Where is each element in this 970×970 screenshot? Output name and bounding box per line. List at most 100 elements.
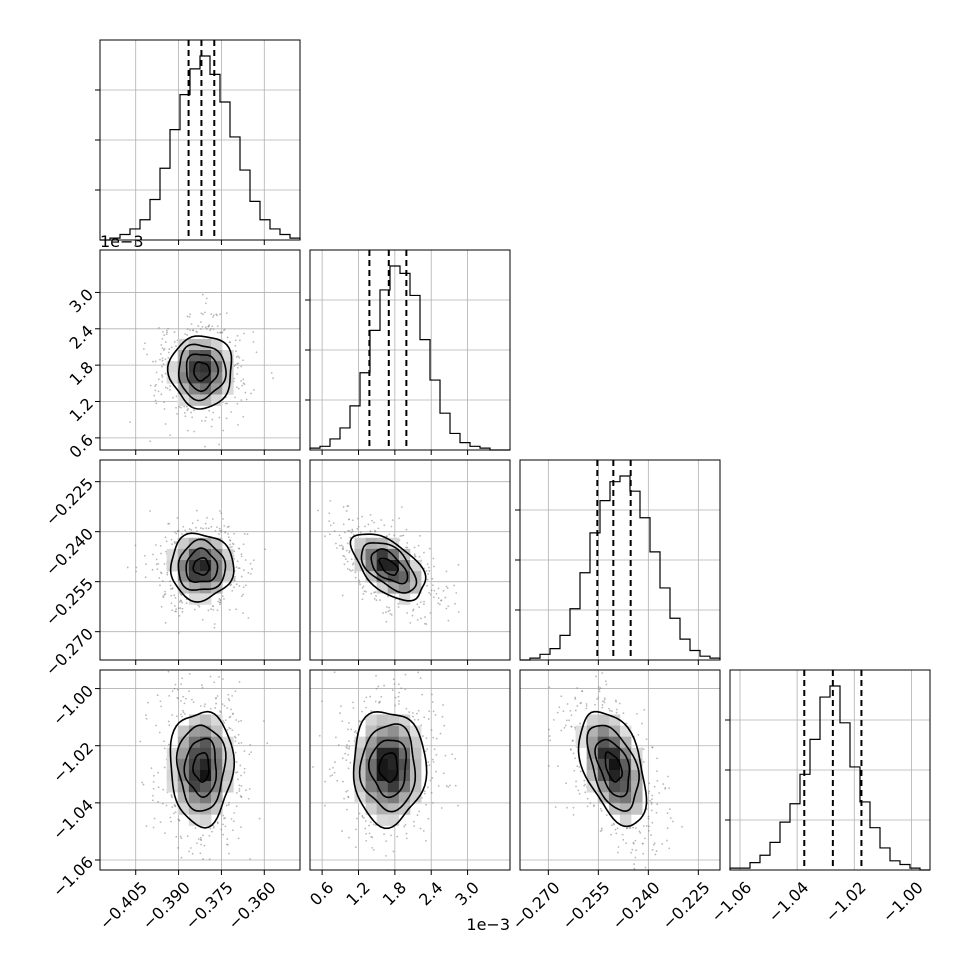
scatter-point (598, 690, 601, 693)
density-cell (620, 803, 632, 815)
scatter-point (159, 358, 161, 361)
scatter-point (227, 645, 229, 647)
scatter-point (413, 546, 416, 549)
scatter-point (240, 595, 243, 597)
contour-level-3 (349, 533, 427, 602)
scatter-point (171, 806, 174, 808)
scatter-point (347, 529, 350, 532)
scatter-point (384, 611, 387, 614)
scatter-point (212, 316, 214, 318)
scatter-point (185, 405, 188, 408)
y-tick-label-p4: −1.04 (49, 795, 97, 843)
density-cell (387, 714, 400, 726)
scatter-point (236, 402, 239, 405)
scatter-point (420, 617, 422, 620)
scatter-point (173, 594, 176, 597)
scatter-point (223, 524, 226, 527)
scatter-point (170, 820, 172, 823)
scatter-point (161, 337, 164, 340)
density-frame (99, 249, 301, 451)
density-cell (166, 548, 179, 561)
scatter-point (240, 555, 243, 558)
scatter-point (440, 807, 443, 809)
scatter-point (164, 372, 167, 375)
density-cell (211, 571, 223, 583)
scatter-point (242, 378, 245, 381)
scatter-point (432, 801, 434, 804)
scatter-point (365, 590, 367, 593)
scatter-point (181, 601, 184, 604)
density-cell (211, 747, 223, 760)
scatter-point (608, 707, 610, 710)
scatter-point (168, 348, 171, 351)
scatter-point (333, 530, 336, 533)
scatter-point (177, 530, 180, 532)
contour-level-1 (370, 548, 409, 585)
scatter-point (346, 747, 349, 750)
density-cell (200, 792, 212, 804)
scatter-point (374, 530, 377, 533)
density-cell (575, 736, 587, 749)
scatter-point (329, 499, 332, 502)
scatter-point (235, 771, 237, 774)
density-cell (387, 814, 400, 826)
scatter-point (432, 761, 435, 763)
scatter-point (160, 552, 162, 555)
scatter-point (213, 876, 215, 878)
scatter-point (219, 529, 221, 532)
scatter-point (380, 695, 383, 698)
scatter-point (186, 328, 189, 331)
scatter-point (201, 325, 204, 328)
density-cell (365, 560, 377, 572)
scatter-point (212, 608, 215, 611)
scatter-point (429, 612, 432, 614)
scatter-point (170, 346, 173, 349)
scatter-point (580, 701, 583, 704)
scatter-point (183, 405, 186, 408)
contour-level-2 (358, 723, 417, 813)
scatter-point (236, 560, 239, 563)
scatter-point (351, 528, 354, 531)
scatter-point (184, 415, 187, 418)
scatter-point (207, 609, 210, 612)
scatter-point (639, 831, 642, 834)
scatter-point (373, 597, 376, 600)
scatter-point (200, 321, 202, 324)
scatter-point (238, 787, 241, 790)
scatter-point (216, 325, 219, 328)
density-cell (200, 758, 212, 771)
scatter-point (191, 852, 194, 855)
scatter-point (428, 566, 430, 569)
scatter-point (598, 688, 601, 691)
density-cell (211, 714, 223, 726)
density-cell (398, 725, 411, 737)
scatter-point (615, 708, 618, 711)
density-cell (188, 725, 201, 737)
scatter-point (219, 313, 222, 316)
scatter-point (365, 706, 367, 709)
scatter-point (570, 725, 573, 728)
scatter-point (178, 819, 181, 822)
scatter-point (242, 415, 245, 418)
scatter-point (669, 808, 671, 811)
scatter-point (230, 545, 233, 548)
scatter-point (589, 802, 592, 805)
scatter-point (647, 829, 650, 832)
scatter-point (162, 788, 165, 791)
scatter-point (155, 558, 158, 561)
scatter-point (601, 704, 604, 706)
density-cell (200, 714, 212, 726)
scatter-point (167, 670, 170, 673)
scatter-point (354, 730, 357, 732)
density-cell (211, 548, 223, 561)
y-tick-label-p3: −0.270 (42, 624, 97, 679)
scatter-point (356, 528, 359, 530)
scatter-point (666, 839, 668, 842)
scatter-point (237, 720, 240, 723)
scatter-point (164, 621, 167, 624)
scatter-point (197, 838, 200, 840)
scatter-point (159, 584, 161, 587)
scatter-point (352, 707, 355, 709)
scatter-point (160, 344, 163, 346)
scatter-point (218, 527, 221, 530)
